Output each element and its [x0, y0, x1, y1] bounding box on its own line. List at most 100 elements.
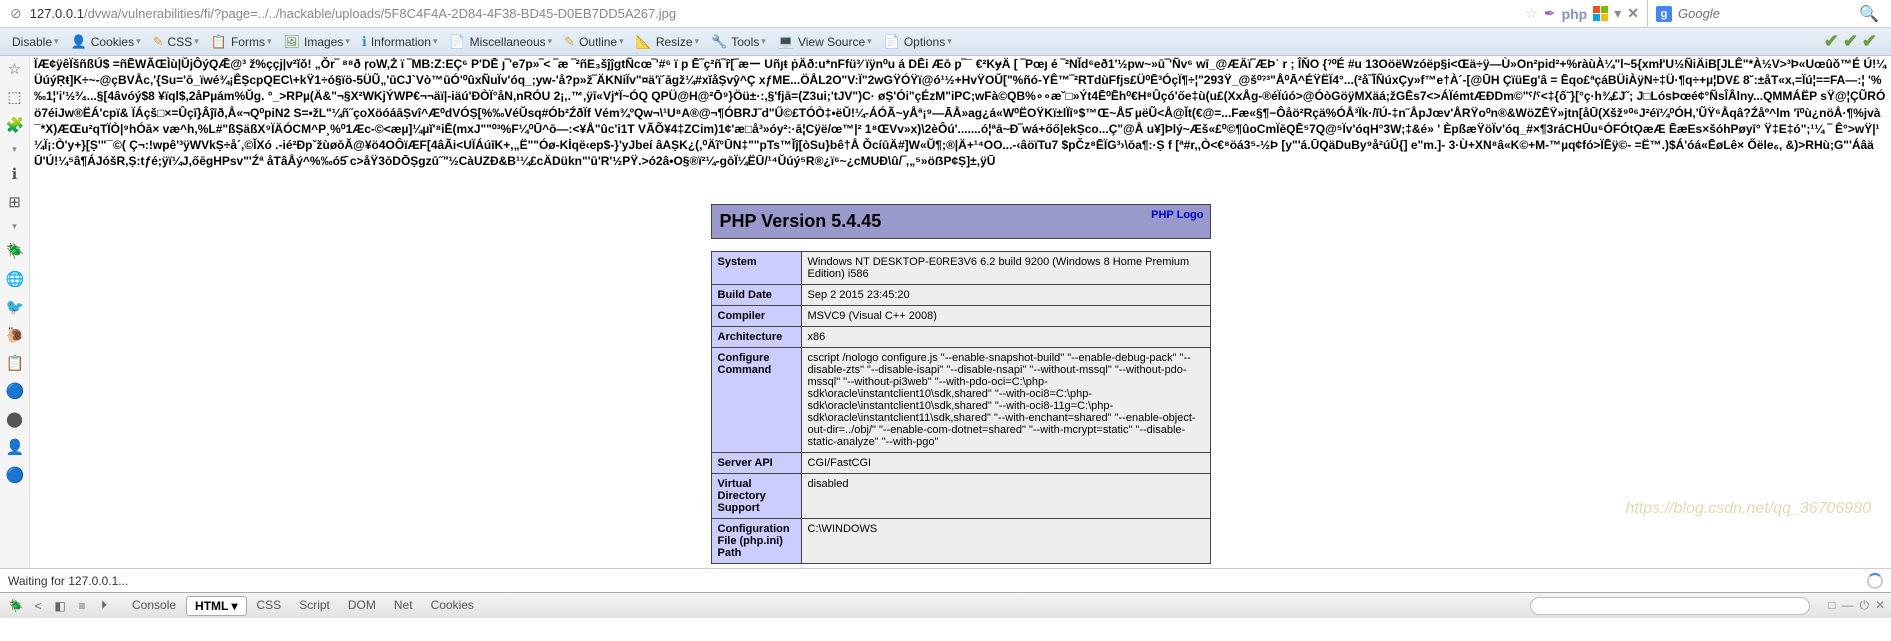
toolbar-resize-menu[interactable]: 📐Resize▾ [630, 34, 705, 50]
toolbar-miscellaneous-menu[interactable]: 📄Miscellaneous▾ [443, 34, 558, 50]
firebug-window-controls: □ — ⏻ ✕ [1828, 598, 1885, 613]
phpinfo-value: cscript /nologo configure.js "--enable-s… [801, 348, 1210, 453]
firebug-tab-html[interactable]: HTML ▾ [186, 596, 246, 616]
sidebar-icon-15[interactable]: 🔵 [6, 466, 24, 484]
firebug-window-btn-3[interactable]: ✕ [1875, 598, 1885, 613]
toolbar-label: Resize [656, 35, 693, 49]
tab-close-icon[interactable]: ✕ [1627, 5, 1639, 22]
phpinfo-row: Architecturex86 [711, 327, 1210, 348]
ms-grid-icon[interactable] [1593, 6, 1608, 21]
phpinfo-row: CompilerMSVC9 (Visual C++ 2008) [711, 306, 1210, 327]
php-version-title: PHP Version 5.4.45 [720, 211, 1202, 232]
phpinfo-header: PHP Logo PHP Version 5.4.45 [711, 204, 1211, 239]
phpinfo-value: MSVC9 (Visual C++ 2008) [801, 306, 1210, 327]
toolbar-tools-menu[interactable]: 🔧Tools▾ [705, 34, 772, 50]
search-box: g 🔍 [1647, 0, 1887, 27]
tools-icon: 🔧 [711, 34, 727, 50]
sidebar-icon-0[interactable]: ☆ [6, 60, 24, 78]
toolbar-status-checks: ✔ ✔ ✔ [1824, 31, 1885, 52]
php-badge-icon[interactable]: php [1562, 6, 1588, 22]
toolbar-images-menu[interactable]: 🖼Images▾ [277, 34, 355, 50]
images-icon: 🖼 [283, 34, 300, 50]
firebug-tab-dom[interactable]: DOM [340, 596, 384, 616]
toolbar-cookies-menu[interactable]: 👤Cookies▾ [65, 34, 147, 50]
phpinfo-key: Configure Command [711, 348, 801, 453]
sidebar-icon-5[interactable]: ⊞ [6, 193, 24, 211]
sidebar-icon-12[interactable]: 🔵 [6, 382, 24, 400]
firebug-btn-4[interactable]: ⏵ [94, 596, 114, 616]
sidebar-icon-13[interactable]: ⬤ [6, 410, 24, 428]
ssl-icon[interactable]: ⊘ [10, 5, 22, 22]
toolbar-outline-menu[interactable]: ✎Outline▾ [558, 34, 629, 50]
chevron-down-icon: ▾ [194, 36, 199, 47]
sidebar-icon-8[interactable]: 🌐 [6, 270, 24, 288]
firebug-window-btn-1[interactable]: — [1841, 598, 1853, 613]
sidebar-icon-4[interactable]: ℹ [6, 165, 24, 183]
phpinfo-row: Configuration File (php.ini) PathC:\WIND… [711, 519, 1210, 564]
toolbar-options-menu[interactable]: 📄Options▾ [878, 34, 958, 50]
firebug-tab-cookies[interactable]: Cookies [423, 596, 482, 616]
firebug-window-btn-0[interactable]: □ [1828, 598, 1835, 613]
bookmark-star-icon[interactable]: ☆ [1525, 5, 1538, 22]
sidebar-icon-2[interactable]: 🧩 [6, 116, 24, 134]
forms-icon: 📋 [211, 34, 227, 50]
toolbar-css-menu[interactable]: ✎CSS▾ [147, 34, 205, 50]
firebug-bar: 🪲<◧≡⏵ ConsoleHTML ▾CSSScriptDOMNetCookie… [0, 592, 1891, 618]
phpinfo-key: Build Date [711, 285, 801, 306]
sidebar-icon-1[interactable]: ⬚ [6, 88, 24, 106]
phpinfo-value: disabled [801, 474, 1210, 519]
sidebar-icon-14[interactable]: 👤 [6, 438, 24, 456]
toolbar-view source-menu[interactable]: 💻 View Source▾ [772, 34, 878, 50]
feather-icon[interactable]: ✒ [1544, 5, 1556, 22]
google-icon[interactable]: g [1656, 6, 1672, 22]
view source-icon: 💻 [778, 34, 794, 50]
search-input[interactable] [1678, 6, 1859, 21]
phpinfo-key: Configuration File (php.ini) Path [711, 519, 801, 564]
toolbar-label: View Source [798, 35, 865, 49]
phpinfo-value: C:\WINDOWS [801, 519, 1210, 564]
sidebar-icon-6[interactable]: ▾ [12, 221, 17, 232]
firebug-btn-3[interactable]: ≡ [72, 596, 92, 616]
firebug-tab-css[interactable]: CSS [249, 596, 290, 616]
firebug-tab-net[interactable]: Net [386, 596, 421, 616]
firebug-tab-script[interactable]: Script [291, 596, 338, 616]
phpinfo-value: x86 [801, 327, 1210, 348]
sidebar-icon-11[interactable]: 📋 [6, 354, 24, 372]
sidebar-icon-9[interactable]: 🐦 [6, 298, 24, 316]
loading-throbber-icon [1867, 573, 1883, 589]
phpinfo-row: Virtual Directory Supportdisabled [711, 474, 1210, 519]
toolbar-information-menu[interactable]: ℹInformation▾ [356, 34, 444, 50]
toolbar-label: Disable [12, 35, 52, 49]
status-bar: Waiting for 127.0.0.1... [0, 568, 1891, 592]
sidebar-icon-3[interactable]: ▾ [12, 144, 17, 155]
binary-garbage-text: ÏÆ¢ÿêÏšñßÚ$ =ñĒWÃŒÌù|ŬjÔýQǢ@³ ž%ççj|v²ǐǒ… [34, 56, 1887, 196]
chevron-down-icon: ▾ [947, 36, 952, 47]
firebug-btn-1[interactable]: < [28, 596, 48, 616]
phpinfo-value: CGI/FastCGI [801, 453, 1210, 474]
toolbar-label: CSS [168, 35, 193, 49]
url-dropdown-icon[interactable]: ▾ [1614, 5, 1621, 22]
information-icon: ℹ [362, 34, 367, 50]
search-icon[interactable]: 🔍 [1859, 4, 1879, 24]
chevron-down-icon: ▾ [54, 36, 59, 47]
url-toolbar-icons: ☆ ✒ php ▾ ✕ [1517, 5, 1647, 22]
resize-icon: 📐 [636, 34, 652, 50]
firebug-window-btn-2[interactable]: ⏻ [1859, 598, 1869, 613]
firebug-btn-2[interactable]: ◧ [50, 596, 70, 616]
phpinfo-key: Virtual Directory Support [711, 474, 801, 519]
toolbar-label: Forms [231, 35, 265, 49]
firebug-btn-0[interactable]: 🪲 [6, 596, 26, 616]
firebug-tab-console[interactable]: Console [124, 596, 184, 616]
url-input[interactable]: 127.0.0.1/dvwa/vulnerabilities/fi/?page=… [28, 4, 1518, 23]
chevron-down-icon: ▾ [867, 36, 872, 47]
toolbar-label: Miscellaneous [470, 35, 546, 49]
check-icon: ✔ [1843, 31, 1858, 52]
phpinfo-key: Compiler [711, 306, 801, 327]
php-logo-link[interactable]: PHP Logo [1151, 209, 1203, 221]
toolbar-forms-menu[interactable]: 📋Forms▾ [205, 34, 278, 50]
sidebar-icon-10[interactable]: 🐌 [6, 326, 24, 344]
firebug-search-input[interactable] [1530, 597, 1810, 615]
toolbar-disable-menu[interactable]: Disable▾ [6, 34, 65, 50]
sidebar-icon-7[interactable]: 🪲 [6, 242, 24, 260]
chevron-down-icon: ▾ [136, 36, 141, 47]
